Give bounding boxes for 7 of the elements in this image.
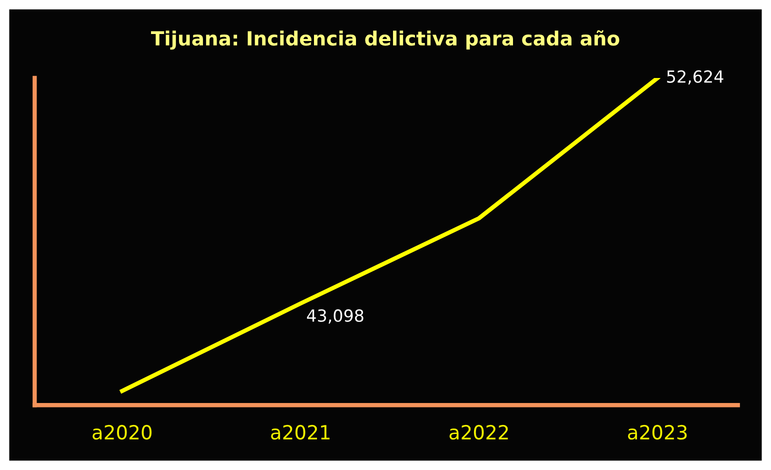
x-tick-label: a2023 (628, 424, 687, 440)
x-tick-label: a2021 (271, 424, 330, 440)
data-label: 43,098 (306, 309, 364, 324)
data-label: 52,624 (667, 70, 724, 85)
x-tick-label: a2020 (92, 424, 152, 440)
x-tick-label: a2022 (450, 424, 508, 440)
chart-title: Tijuana: Incidencia delictiva para cada año (151, 30, 620, 50)
